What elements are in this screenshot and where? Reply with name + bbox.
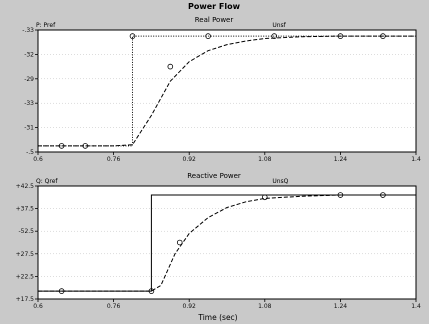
plot-area (37, 29, 417, 153)
x-tick-label: 1.4 (411, 303, 421, 310)
data-marker (261, 194, 268, 201)
y-tick-label: +27.5 (16, 251, 35, 258)
legend-entry: Unsf (272, 22, 286, 29)
plot-area (37, 185, 417, 300)
y-tick-label: -32 (24, 51, 34, 58)
x-tick-label: 0.92 (183, 303, 197, 310)
legend-entry: UnsQ (272, 178, 288, 185)
figure-title: Power Flow (188, 2, 241, 11)
y-axis-name: Q: Qref (36, 178, 58, 185)
y-axis-name: P: Pref (36, 22, 56, 29)
x-axis-label: Time (sec) (197, 313, 237, 322)
y-tick-label: -.5 (26, 149, 34, 156)
y-tick-label: -29 (24, 76, 34, 83)
y-tick-label: +22.5 (16, 273, 35, 280)
panel-title: Reactive Power (187, 172, 241, 180)
series-line-unsq (38, 194, 416, 292)
x-tick-label: 1.08 (258, 303, 272, 310)
data-marker (129, 33, 136, 39)
data-marker (337, 192, 344, 198)
y-tick-label: -31 (24, 125, 34, 132)
data-marker (205, 33, 211, 39)
y-tick-label: -52.5 (18, 228, 34, 235)
data-marker (167, 63, 174, 70)
data-marker (271, 33, 278, 39)
data-marker (380, 33, 386, 39)
x-tick-label: 1.24 (334, 303, 348, 310)
y-tick-label: +42.5 (16, 183, 35, 190)
series-line-unsf (38, 35, 416, 147)
data-marker (58, 288, 65, 294)
real-power-panel: Real Power P: Pref-.33 -32 -29 -33 -31 -.50.6 0… (22, 16, 421, 163)
x-tick-label: 0.6 (33, 303, 43, 310)
data-marker (337, 33, 344, 39)
x-tick-label: 0.92 (183, 156, 197, 163)
x-tick-label: 1.24 (334, 156, 348, 163)
panel-title: Real Power (195, 16, 234, 24)
data-marker (148, 288, 155, 294)
x-tick-label: 0.6 (33, 156, 43, 163)
data-marker (176, 239, 183, 246)
data-marker (380, 192, 386, 198)
data-marker (82, 143, 89, 149)
data-marker (58, 143, 65, 149)
x-tick-label: 0.76 (107, 303, 121, 310)
y-tick-label: +37.5 (16, 206, 35, 213)
x-tick-label: 1.08 (258, 156, 272, 163)
y-tick-label: -33 (24, 100, 34, 107)
x-tick-label: 0.76 (107, 156, 121, 163)
x-tick-label: 1.4 (411, 156, 421, 163)
y-tick-label: -.33 (22, 27, 34, 34)
reactive-power-panel: Reactive Power Q: Qref+42.5 +37.5 -52.5 +27.… (16, 172, 421, 310)
y-tick-label: +17.5 (16, 296, 35, 303)
